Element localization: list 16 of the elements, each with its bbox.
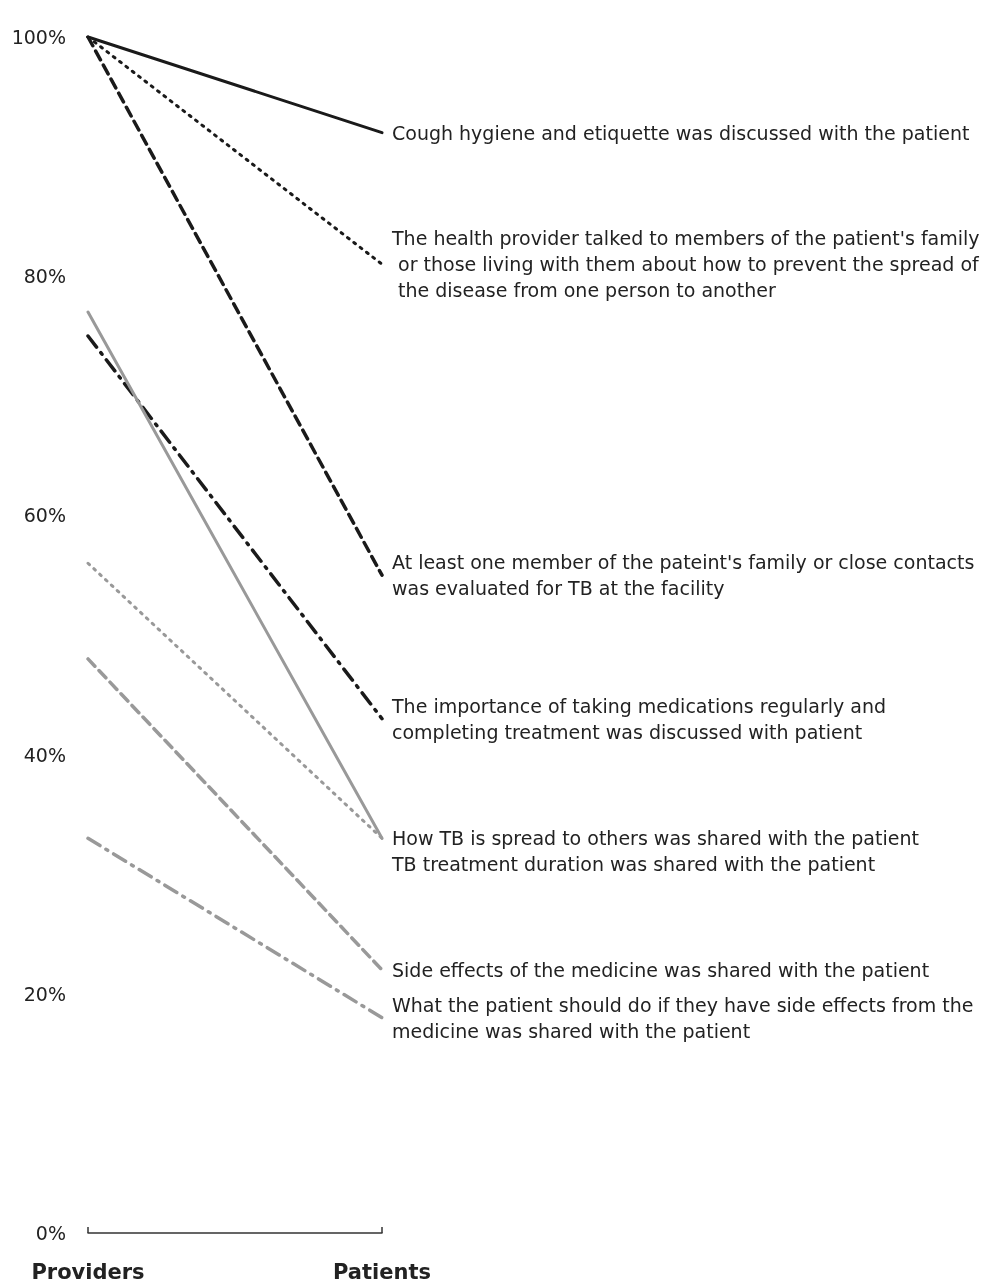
series-label: What the patient should do if they have side effects from the medicine was shared with the patient <box>392 993 980 1042</box>
y-tick-label: 80% <box>23 265 66 288</box>
series-label: How TB is spread to others was shared with the patient <box>392 827 919 850</box>
series-label: The importance of taking medications regularly and completing treatment was discussed with patient <box>391 694 893 743</box>
series-label: TB treatment duration was shared with the patient <box>391 853 876 876</box>
x-tick-label: Providers <box>31 1259 145 1284</box>
y-tick-label: 40% <box>23 743 66 766</box>
y-tick-label: 100% <box>11 26 66 48</box>
series-label: The health provider talked to members of the patient's family or those living with them about how to prevent the spread of the disease from one person to another <box>391 227 981 302</box>
x-tick-label: Patients <box>333 1259 431 1284</box>
y-tick-label: 0% <box>35 1222 66 1244</box>
y-tick-label: 60% <box>23 504 66 527</box>
series-label: Cough hygiene and etiquette was discussed with the patient <box>392 121 970 144</box>
series-label: Side effects of the medicine was shared with the patient <box>392 958 930 981</box>
series-label: At least one member of the pateint's family or close contacts was evaluated for TB at the facility <box>392 551 981 600</box>
y-tick-label: 20% <box>23 982 66 1005</box>
